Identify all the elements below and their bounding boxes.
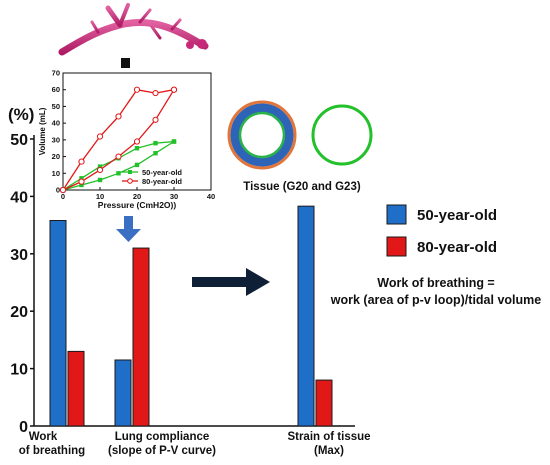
pv-y-tick-label: 10 (52, 169, 60, 178)
pv-point (153, 141, 158, 146)
tissue-ring-deformed (238, 111, 286, 159)
pv-point (97, 177, 103, 183)
pv-point (97, 164, 103, 169)
pv-x-axis-label: Pressure (CmH2O)) (98, 200, 177, 210)
pv-point (134, 162, 140, 168)
pv-x-tick-label: 30 (170, 192, 178, 201)
tissue-illustration: Tissue (G20 and G23) (227, 100, 373, 193)
x-label-line-2: of breathing (19, 445, 85, 457)
pv-y-tick-label: 40 (52, 119, 60, 128)
pv-point (59, 186, 67, 194)
pv-legend-label: 80-year-old (142, 177, 182, 186)
legend-swatch (386, 204, 407, 225)
pv-legend-label: 50-year-old (142, 168, 182, 177)
pv-x-tick-label: 20 (133, 192, 141, 201)
tissue-ring-reference (311, 104, 373, 166)
down-arrow-icon (116, 216, 141, 242)
x-label-line-2: (Max) (314, 445, 344, 457)
pv-point (115, 113, 122, 120)
pv-y-tick-label: 20 (52, 152, 60, 161)
pv-y-tick-label: 30 (52, 135, 60, 144)
y-tick-label: 10 (10, 362, 28, 379)
pv-point (78, 178, 85, 185)
formula-line-1: Work of breathing = (377, 276, 495, 290)
airway-tree-illustration (58, 3, 209, 56)
x-label-line-1: Strain of tissue (287, 431, 370, 443)
bars (49, 205, 333, 427)
formula-text: Work of breathing = work (area of p-v lo… (330, 276, 541, 307)
pv-y-tick-label: 0 (56, 186, 60, 195)
x-label-line-1: Lung compliance (115, 431, 210, 443)
bar-2-1 (315, 379, 333, 427)
pv-y-tick-label: 50 (52, 102, 60, 111)
pv-x-tick-label: 10 (96, 192, 104, 201)
x-label-line-1: Work (29, 431, 58, 443)
pv-point (134, 146, 140, 151)
pv-legend-marker (127, 178, 133, 184)
pv-point (79, 182, 84, 188)
pv-series (59, 86, 178, 194)
legend: 50-year-old 80-year-old (386, 204, 497, 257)
right-arrow-icon (192, 268, 270, 296)
pv-y-tick-label: 70 (52, 69, 60, 78)
pv-point (96, 166, 104, 174)
pv-point (96, 133, 104, 140)
pv-x-tick-label: 0 (61, 192, 65, 201)
bar-2-0 (297, 205, 315, 427)
pv-x-tick-label: 40 (207, 192, 215, 201)
bar-1-0 (114, 359, 132, 427)
y-tick-label: 0 (19, 419, 28, 436)
pv-y-tick-label: 60 (52, 85, 60, 94)
tissue-ring-deformed (227, 100, 297, 170)
y-tick-label: 20 (10, 304, 28, 321)
bar-0-0 (49, 220, 67, 427)
y-tick-label: 50 (10, 132, 28, 149)
pv-legend-marker (128, 170, 132, 174)
pv-point (170, 86, 178, 93)
pv-point (152, 89, 159, 97)
y-axis-ticks: 0 10 20 30 40 50 (10, 132, 34, 436)
tissue-ring-deformed (230, 103, 294, 167)
legend-label: 50-year-old (417, 207, 497, 224)
pv-point (171, 139, 177, 144)
pv-point (115, 153, 122, 160)
pv-point (133, 138, 141, 145)
pv-point (79, 176, 84, 181)
pv-chart-background (37, 68, 227, 208)
tissue-label: Tissue (G20 and G23) (243, 181, 361, 193)
y-tick-label: 40 (10, 189, 28, 206)
pv-axes: 0 10 20 30 40 0 10 20 30 40 50 60 70 Pressure (CmH2O)… (38, 69, 215, 211)
pv-point (78, 158, 85, 165)
legend-label: 80-year-old (417, 239, 497, 256)
pv-curve-chart: 0 10 20 30 40 0 10 20 30 40 50 60 70 Pressure (CmH2O)… (37, 68, 227, 210)
bar-1-1 (132, 247, 150, 427)
pv-point (152, 116, 159, 123)
formula-line-2: work (area of p-v loop)/tidal volume (330, 293, 541, 307)
pv-point (153, 151, 158, 156)
pv-point (116, 171, 121, 176)
pv-point (133, 86, 141, 93)
x-axis-labels: Work of breathing Lung compliance (slope of… (19, 431, 371, 457)
legend-swatch (386, 236, 407, 257)
x-label-line-2: (slope of P-V curve) (108, 445, 216, 457)
main-bar-chart: (%) 0 10 20 30 40 50 Work of breathing Lung com… (8, 105, 371, 457)
y-unit-label: (%) (8, 105, 34, 124)
bar-0-1 (67, 350, 85, 427)
pv-y-axis-label: Volume (mL) (38, 107, 47, 155)
y-tick-label: 30 (10, 247, 28, 264)
